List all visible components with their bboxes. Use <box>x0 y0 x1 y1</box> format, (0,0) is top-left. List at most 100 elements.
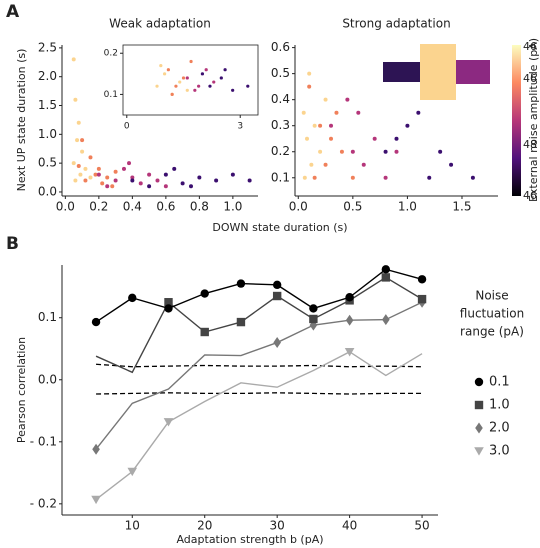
colorbar-tick-label: 46 <box>523 72 537 85</box>
scatter-point <box>130 178 135 183</box>
y-tick-label: 2.0 <box>38 69 57 83</box>
scatter-point <box>88 175 93 180</box>
scatter-point <box>147 184 152 189</box>
marker <box>91 317 101 327</box>
y-tick-label: - 0.2 <box>30 496 57 510</box>
scatter-point <box>174 84 178 88</box>
scatter-point <box>76 164 81 169</box>
scatter-point <box>189 59 193 64</box>
marker <box>236 279 246 288</box>
scatter-point <box>163 172 168 177</box>
marker <box>164 298 173 307</box>
marker <box>200 327 209 337</box>
x-tick-label: 3 <box>237 122 243 132</box>
scatter-point <box>197 84 201 88</box>
marker <box>381 273 391 282</box>
trace-inset <box>383 62 420 82</box>
x-tick-label: 0.8 <box>190 200 209 214</box>
scatter-point <box>323 162 328 167</box>
scatter-point <box>147 172 152 177</box>
y-tick-label: 0.3 <box>271 118 290 132</box>
marker <box>236 317 246 327</box>
chart-title: Weak adaptation <box>109 17 211 31</box>
colorbar <box>512 45 521 196</box>
legend-title: Noise <box>475 289 508 303</box>
series-line <box>95 351 423 501</box>
series-line <box>95 268 423 323</box>
colorbar-tick-label: 46 <box>523 189 537 202</box>
scatter-point <box>185 88 189 92</box>
scatter-point <box>361 162 366 167</box>
scatter-point <box>301 110 306 115</box>
y-axis-label: Pearson correlation <box>15 337 28 443</box>
y-tick-label: 0.2 <box>271 144 290 158</box>
reference-line <box>96 363 423 368</box>
marker <box>91 495 101 505</box>
scatter-point <box>121 166 126 171</box>
scatter-point <box>394 136 399 141</box>
scatter-point <box>204 68 208 72</box>
scatter-point <box>93 172 98 177</box>
y-tick-label: 1.0 <box>38 127 57 141</box>
y-tick-label: 0.1 <box>271 170 290 184</box>
legend-title: range (pA) <box>460 325 524 339</box>
y-tick-label: 0.6 <box>271 40 290 54</box>
scatter-point <box>83 166 88 171</box>
marker <box>344 348 355 357</box>
scatter-point <box>110 184 115 189</box>
scatter-point <box>383 149 388 154</box>
marker <box>309 314 318 324</box>
scatter-point <box>372 136 377 141</box>
trace-inset <box>456 60 490 84</box>
scatter-point <box>231 88 235 92</box>
scatter-point <box>329 123 334 128</box>
scatter-point <box>214 178 219 183</box>
scatter-point <box>166 68 170 72</box>
scatter-point <box>105 175 110 180</box>
scatter-point <box>185 76 189 80</box>
scatter-point <box>155 178 160 183</box>
y-tick-label: - 0.1 <box>30 434 57 448</box>
scatter-point <box>350 149 355 154</box>
scatter-point <box>323 97 328 102</box>
scatter-point <box>318 123 323 128</box>
marker <box>309 304 318 313</box>
scatter-point <box>188 184 193 189</box>
scatter-point <box>329 136 334 141</box>
scatter-point <box>138 181 143 186</box>
x-tick-label: 1.0 <box>398 200 417 214</box>
scatter-point <box>78 172 83 177</box>
scatter-point <box>170 92 174 97</box>
marker <box>163 418 174 427</box>
scatter-point <box>405 123 410 128</box>
scatter-point <box>73 178 78 183</box>
scatter-point <box>212 80 216 84</box>
x-tick-label: 0.0 <box>56 200 75 214</box>
scatter-point <box>350 175 355 180</box>
y-tick-label: 0.5 <box>38 156 57 170</box>
y-tick-label: 0.4 <box>271 92 290 106</box>
marker <box>272 280 282 290</box>
trace-inset <box>420 44 456 100</box>
x-tick-label: 20 <box>197 519 212 533</box>
series-line <box>95 301 423 450</box>
panel-label: B <box>6 234 19 254</box>
scatter-point <box>312 123 317 128</box>
scatter-point <box>312 175 317 180</box>
scatter-point <box>178 80 182 84</box>
scatter-point <box>127 161 132 166</box>
scatter-point <box>113 169 118 174</box>
reference-line <box>96 392 423 395</box>
scatter-point <box>307 84 312 89</box>
legend-marker <box>475 422 483 434</box>
scatter-point <box>162 72 167 76</box>
scatter-point <box>356 110 361 115</box>
series-line <box>95 276 423 374</box>
marker <box>128 293 137 303</box>
marker <box>200 289 209 298</box>
x-tick-label: 10 <box>125 519 140 533</box>
scatter-point <box>180 181 185 186</box>
scatter-point <box>76 120 81 125</box>
scatter-point <box>394 149 399 154</box>
